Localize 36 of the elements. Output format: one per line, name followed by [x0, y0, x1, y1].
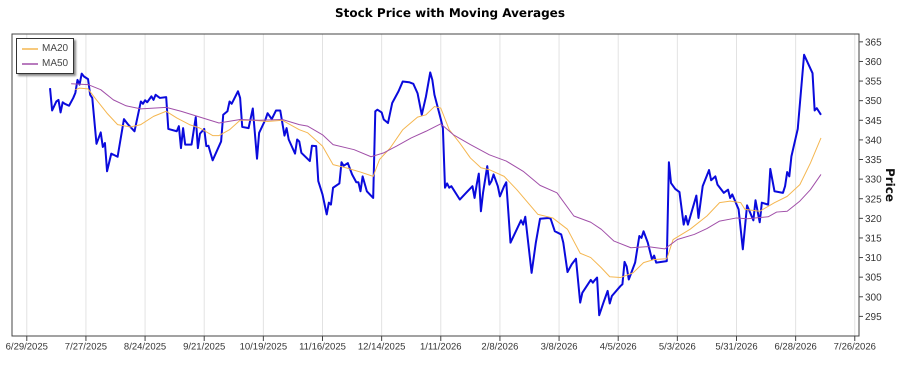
- x-tick-label: 6/28/2026: [774, 342, 817, 353]
- line-series: [70, 83, 822, 250]
- y-tick-label: 335: [865, 155, 882, 166]
- y-tick-label: 315: [865, 234, 882, 244]
- x-tick-label: 10/19/2025: [240, 342, 288, 353]
- y-tick-label: 365: [865, 37, 882, 48]
- y-tick-label: 330: [865, 174, 882, 186]
- x-tick-label: 9/21/2025: [183, 342, 226, 353]
- x-tick-label: 4/5/2026: [600, 342, 637, 353]
- y-tick-label: 350: [865, 96, 882, 108]
- x-tick-label: 12/14/2025: [358, 342, 406, 353]
- x-tick-label: 5/31/2026: [715, 342, 758, 353]
- y-tick-label: 355: [865, 76, 882, 88]
- x-tick-label: 7/27/2025: [64, 342, 108, 353]
- legend-label: MA50: [42, 57, 68, 71]
- y-tick-label: 305: [865, 272, 882, 284]
- y-tick-label: 345: [865, 116, 882, 127]
- x-tick-label: 11/16/2025: [299, 342, 346, 353]
- x-tick-label: 8/24/2025: [124, 342, 166, 353]
- x-tick-label: 3/8/2026: [540, 342, 578, 353]
- x-tick-label: 2/8/2026: [481, 342, 518, 353]
- y-axis-title: Price: [882, 168, 897, 202]
- legend-label: MA20: [42, 42, 68, 56]
- chart-title: Stock Price with Moving Averages: [334, 6, 566, 20]
- x-tick-label: 6/29/2025: [6, 342, 48, 353]
- x-tick-label: 5/3/2026: [658, 342, 696, 353]
- y-tick-label: 310: [865, 253, 882, 264]
- y-tick-label: 320: [865, 214, 882, 225]
- y-tick-label: 295: [865, 312, 882, 323]
- line-series: [74, 88, 822, 278]
- y-tick-label: 360: [865, 57, 882, 68]
- x-tick-label: 1/11/2026: [420, 342, 462, 353]
- y-tick-label: 325: [865, 194, 882, 206]
- y-tick-label: 340: [865, 135, 882, 146]
- y-tick-label: 300: [865, 292, 882, 304]
- x-tick-label: 7/26/2026: [834, 342, 876, 353]
